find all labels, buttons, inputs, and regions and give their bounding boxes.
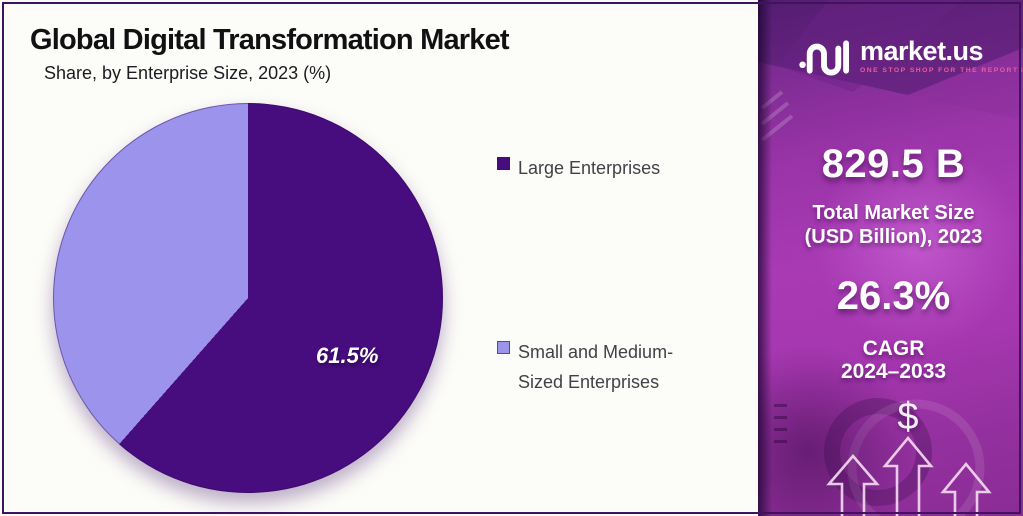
legend-label: Large Enterprises (518, 158, 661, 178)
pie-chart: 61.5% (53, 103, 443, 493)
legend-item-large-enterprises: Large Enterprises (497, 153, 660, 183)
brand-name: market.us (860, 36, 984, 66)
legend-swatch-light (497, 341, 510, 354)
marketus-logo-icon (799, 40, 850, 76)
cagr-label-line-1: CAGR (862, 337, 925, 360)
dollar-icon: $ (897, 396, 919, 438)
cagr-value: 26.3% (836, 274, 951, 318)
growth-arrows-icon (826, 435, 992, 516)
chart-title: Global Digital Transformation Market (30, 24, 510, 56)
brand-logo: market.us ONE STOP SHOP FOR THE REPORTS (798, 32, 1023, 82)
legend-label-line-2: Sized Enterprises (518, 372, 660, 392)
brand-sidebar: market.us ONE STOP SHOP FOR THE REPORTS … (758, 0, 1023, 516)
legend-label: Small and Medium- Sized Enterprises (518, 337, 673, 397)
legend-item-sme: Small and Medium- Sized Enterprises (497, 337, 673, 397)
sidebar-glow-decor (798, 130, 1023, 360)
market-size-value: 829.5 B (821, 142, 966, 186)
market-size-label: Total Market Size (USD Billion), 2023 (766, 201, 1021, 249)
cagr-label: CAGR 2024–2033 (766, 337, 1021, 383)
chart-subtitle: Share, by Enterprise Size, 2023 (%) (44, 63, 332, 83)
cagr-label-line-2: 2024–2033 (840, 360, 947, 383)
market-size-label-line-2: (USD Billion), 2023 (804, 226, 983, 248)
legend-label-line-1: Small and Medium- (518, 342, 674, 362)
pie-slice-label: 61.5% (316, 343, 379, 368)
chart-panel: Global Digital Transformation Market Sha… (30, 24, 673, 493)
brand-text-block: market.us ONE STOP SHOP FOR THE REPORTS (860, 32, 1023, 82)
market-size-label-line-1: Total Market Size (812, 202, 975, 224)
brand-tagline: ONE STOP SHOP FOR THE REPORTS (860, 67, 1023, 74)
legend-swatch-dark (497, 157, 510, 170)
